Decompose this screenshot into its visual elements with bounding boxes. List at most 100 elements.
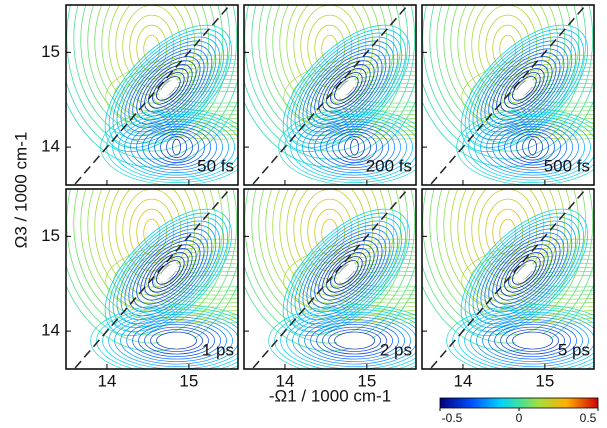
white-blob xyxy=(515,263,534,282)
contour-line xyxy=(292,314,416,367)
contour-line xyxy=(300,5,360,88)
contour-line xyxy=(446,304,594,369)
contour-line xyxy=(422,283,594,352)
contour-line xyxy=(488,52,561,125)
contour-line xyxy=(314,240,379,305)
contour-line xyxy=(129,250,238,312)
contour-line xyxy=(307,250,416,312)
contour-line xyxy=(128,48,209,129)
contour-line xyxy=(318,60,375,117)
contour-line xyxy=(310,52,383,125)
contour-line xyxy=(436,5,580,136)
contour-line xyxy=(105,54,238,140)
y-tick-label: 14 xyxy=(41,321,60,340)
contour-line xyxy=(310,321,399,360)
panel-contours xyxy=(244,189,416,369)
contour-line xyxy=(268,304,416,369)
panel-label: 5 ps xyxy=(558,340,590,359)
contour-line xyxy=(306,232,387,313)
contour-line xyxy=(126,319,227,362)
contour-line xyxy=(464,28,585,149)
contour-line xyxy=(172,138,181,156)
contour-line xyxy=(132,52,205,125)
contour-line xyxy=(102,309,238,369)
contour-line xyxy=(486,121,579,173)
panel-contours xyxy=(422,5,594,185)
contour-line xyxy=(299,62,416,132)
contour-line xyxy=(330,256,363,289)
contour-line xyxy=(302,228,391,317)
white-blob xyxy=(159,79,178,98)
contour-line xyxy=(344,136,365,158)
contour-line xyxy=(422,99,594,168)
contour-line xyxy=(460,24,589,153)
contour-line xyxy=(114,314,238,367)
contour-line xyxy=(474,116,591,178)
contour-line xyxy=(488,236,561,309)
contour-line xyxy=(320,126,389,168)
contour-line xyxy=(286,212,407,333)
contour-line xyxy=(282,208,411,337)
contour-line xyxy=(488,321,577,360)
contour-line xyxy=(504,252,545,293)
contour-line xyxy=(458,309,594,369)
panel-label: 500 fs xyxy=(544,156,590,175)
contour-line xyxy=(492,123,573,171)
contour-line xyxy=(278,108,416,185)
contour-line xyxy=(66,77,238,160)
contour-line xyxy=(504,128,561,166)
contour-line xyxy=(244,261,416,344)
panel-frame xyxy=(65,4,239,186)
contour-line xyxy=(476,316,589,365)
contour-line xyxy=(450,189,566,304)
contour-line xyxy=(298,316,411,365)
contour-line xyxy=(478,5,538,88)
contour-line xyxy=(66,261,238,344)
contour-line xyxy=(296,116,413,178)
contour-line xyxy=(244,99,416,168)
colorbar-tick-label: -0.5 xyxy=(442,411,463,425)
contour-line xyxy=(124,118,229,176)
contour-line xyxy=(66,5,238,152)
contour-line xyxy=(338,133,371,161)
y-tick-label: 15 xyxy=(41,226,60,245)
x-tick-label: 14 xyxy=(97,371,116,390)
contour-line xyxy=(154,131,199,163)
contour-line xyxy=(150,329,203,352)
contour-line xyxy=(286,189,374,288)
contour-line xyxy=(508,72,541,105)
contour-line xyxy=(422,261,594,344)
contour-line xyxy=(482,319,583,362)
contour-line xyxy=(308,121,401,173)
contour-line xyxy=(274,306,416,369)
contour-line xyxy=(148,68,189,109)
contour-line xyxy=(500,64,549,113)
contour-line xyxy=(468,216,581,329)
contour-line xyxy=(177,90,238,104)
contour-line xyxy=(302,118,407,176)
contour-line xyxy=(160,133,193,161)
contour-line xyxy=(286,5,374,104)
contour-line xyxy=(108,5,196,104)
panel-label: 200 fs xyxy=(366,156,412,175)
contour-line xyxy=(94,189,210,304)
contour-line xyxy=(244,77,416,160)
contour-line xyxy=(350,138,359,156)
contour-line xyxy=(136,123,217,171)
contour-line xyxy=(492,240,557,305)
contour-line xyxy=(90,304,238,369)
contour-line xyxy=(286,311,416,369)
contour-line xyxy=(290,216,403,329)
white-blob xyxy=(336,332,373,349)
contour-line xyxy=(116,36,221,141)
contour-line xyxy=(144,326,209,355)
contour-line xyxy=(494,324,571,357)
contour-line xyxy=(322,248,371,297)
contour-line xyxy=(469,242,594,320)
contour-line xyxy=(80,5,224,136)
colorbar-tick-label: 0 xyxy=(516,411,523,425)
colorbar-tick-label: 0.5 xyxy=(580,411,597,425)
contour-line xyxy=(472,36,577,141)
y-tick-label: 14 xyxy=(41,137,60,156)
